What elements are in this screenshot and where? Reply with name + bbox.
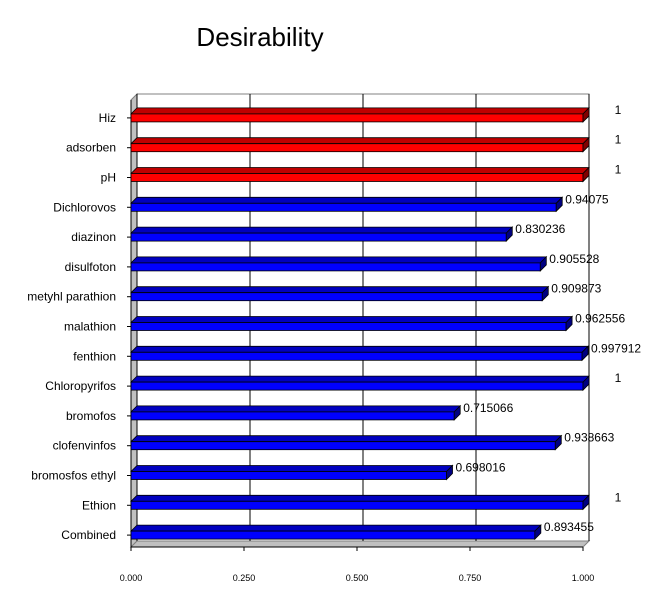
data-label: 0.893455 [544,520,594,534]
data-label: 0.94075 [565,192,609,206]
bar-end [541,285,549,302]
bar [130,530,536,540]
category-label: clofenvinfos [53,439,116,453]
bar-top [130,345,590,353]
x-tick-label: 0.000 [120,573,143,583]
bar-top [130,286,550,294]
bar-top [130,435,563,443]
chart-title: Desirability [196,22,324,52]
data-label: 1 [615,490,622,504]
bar-end [582,166,590,183]
bar-end [554,434,562,451]
category-label: Dichlorovos [53,200,116,214]
data-label: 0.715066 [463,401,513,415]
bar-end [446,464,453,481]
bar-top [130,226,514,234]
bar-end [453,404,461,421]
floor [129,540,591,548]
data-label: 0.905528 [549,252,599,266]
data-label: 0.830236 [515,222,565,236]
bar-top [130,405,462,413]
bar-end [582,106,590,123]
data-label: 0.997912 [591,341,641,355]
data-label: 0.962556 [575,312,625,326]
bar-top [130,494,590,502]
data-label: 1 [615,133,622,147]
x-tick-label: 0.750 [459,573,482,583]
bar-top [130,137,590,145]
data-label: 0.909873 [551,282,601,296]
bar [130,411,455,421]
bar-top [130,167,590,174]
category-label: fenthion [73,349,116,363]
category-label: Chloropyrifos [45,379,116,393]
bar-end [581,345,589,362]
bar-end [582,375,590,392]
bar-top [130,107,590,115]
x-tick-label: 1.000 [572,573,595,583]
data-label: 1 [615,371,622,385]
category-label: metyhl parathion [27,290,116,304]
bar [130,262,541,272]
category-label: malathion [64,320,116,334]
bar-top [130,375,590,383]
category-label: diazinon [71,230,116,244]
category-label: Hiz [99,111,116,125]
bar [130,232,507,242]
bar [130,173,584,182]
bar [130,143,584,153]
bar-end [565,315,573,332]
category-label: Combined [61,528,116,542]
bar-top [130,524,542,532]
category-label: pH [101,171,116,185]
bar [130,500,584,510]
bar-end [582,494,590,511]
bar [130,113,584,123]
bar [130,292,543,302]
bar-top [130,256,548,264]
data-label: 1 [615,163,622,177]
data-label: 0.698016 [456,461,506,475]
bar-top [130,465,454,472]
x-tick-label: 0.250 [233,573,256,583]
bar-end [582,136,590,153]
bar [130,471,447,480]
bar-top [130,196,564,204]
data-label: 0.938663 [564,431,614,445]
bar [130,381,584,391]
bar-end [555,196,563,213]
bar-end [505,226,513,243]
bar-end [539,255,547,272]
x-tick-label: 0.500 [346,573,369,583]
category-label: Ethion [82,498,116,512]
data-label: 1 [615,103,622,117]
category-label: bromosfos ethyl [31,469,116,483]
category-label: disulfoton [65,260,116,274]
category-label: bromofos [66,409,116,423]
bar [130,351,583,361]
bar [130,441,556,451]
bar-top [130,316,574,323]
bar [130,322,567,331]
category-label: adsorben [66,141,116,155]
bar-end [534,524,542,541]
bar [130,202,557,212]
